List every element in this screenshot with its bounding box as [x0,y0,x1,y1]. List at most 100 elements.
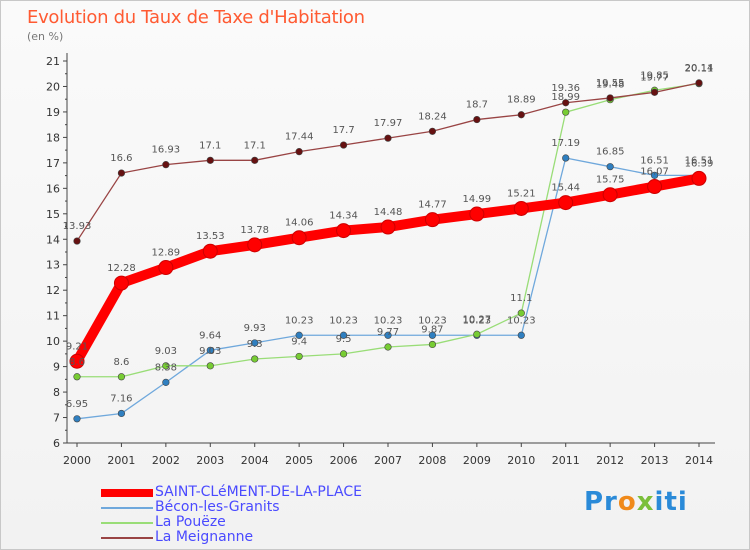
x-tick-label: 2011 [552,454,580,467]
x-tick-label: 2012 [596,454,624,467]
data-label: 10.23 [285,315,314,326]
data-label: 13.93 [63,221,92,232]
data-point [113,275,129,291]
legend-label: Bécon-les-Granits [155,499,280,515]
data-point [117,373,126,381]
data-label: 16.93 [152,145,181,156]
data-label: 13.53 [196,231,225,242]
x-tick-label: 2007 [374,454,402,467]
data-point [162,362,170,370]
data-point [162,161,170,169]
x-tick-label: 2014 [685,454,713,467]
x-tick-label: 2010 [507,454,535,467]
data-label: 19.77 [640,72,669,83]
data-label: 8.38 [155,362,177,373]
data-point [206,346,214,354]
data-point [69,353,85,369]
data-point [469,206,485,222]
data-label: 18.89 [507,95,536,106]
y-tick-label: 7 [53,412,60,425]
data-point [558,195,574,211]
y-tick-label: 18 [46,131,60,144]
data-label: 18.7 [466,100,488,111]
data-label: 11.1 [510,293,532,304]
data-point [117,409,126,418]
data-label: 9.93 [244,323,266,334]
legend-swatch [101,507,153,509]
x-tick-label: 2009 [463,454,491,467]
data-point [650,171,659,179]
data-point [73,237,81,245]
proxiti-logo: Proxiti [584,487,688,517]
data-point [384,331,392,339]
data-point [339,331,348,339]
legend-label: La Pouëze [155,514,226,530]
data-label: 13.78 [240,225,269,236]
data-point [650,88,659,96]
data-label: 12.89 [152,248,181,259]
data-label: 9.03 [199,346,221,357]
data-point [251,339,259,347]
data-point [206,156,214,164]
y-tick-label: 6 [53,437,60,450]
data-point [517,309,525,317]
data-point [513,200,529,216]
data-point [339,141,348,149]
y-tick-label: 11 [46,310,60,323]
data-label: 17.1 [244,140,266,151]
data-point [247,237,263,253]
data-point [251,156,259,164]
data-label: 14.99 [463,194,492,205]
x-tick-label: 2005 [285,454,313,467]
data-label: 7.16 [110,393,132,404]
data-label: 10.23 [418,315,447,326]
data-label: 15.75 [596,175,625,186]
data-point [606,94,614,102]
data-point [428,331,437,339]
data-label: 14.06 [285,218,314,229]
data-label: 10.23 [507,315,536,326]
data-point [295,331,303,339]
data-point [647,179,663,195]
chart-title: Evolution du Taux de Taxe d'Habitation [27,7,365,28]
data-label: 9.21 [66,341,88,352]
x-tick-label: 2006 [330,454,358,467]
data-labels: 9.21 12.28 12.89 13.53 13.78 14.06 14.34 14.48 1… [63,63,714,410]
x-tick-label: 2004 [241,454,269,467]
data-label: 8.6 [69,357,85,368]
data-point [691,170,707,186]
data-label: 9.4 [291,336,307,347]
data-point [562,108,570,116]
data-label: 9.77 [377,327,399,338]
y-tick-label: 15 [46,208,60,221]
data-point [251,355,259,363]
legend-label: La Meignanne [155,529,254,545]
data-label: 10.23 [374,315,403,326]
data-label: 6.95 [66,399,88,410]
data-point [517,331,525,339]
data-label: 18.24 [418,111,447,122]
data-label: 19.85 [640,70,669,81]
series-0 [69,170,707,369]
data-label: 10.23 [329,315,358,326]
y-tick-label: 16 [46,182,60,195]
data-label: 14.77 [418,200,447,211]
data-label: 14.34 [329,211,358,222]
data-label: 19.55 [596,78,625,89]
data-label: 10.23 [463,315,492,326]
chart-unit: (en %) [27,30,64,43]
y-tick-label: 14 [46,233,60,246]
data-point [158,260,174,276]
data-label: 16.51 [640,155,669,166]
x-tick-label: 2000 [63,454,91,467]
data-point [336,223,352,239]
data-point [295,148,303,156]
data-label: 17.97 [374,118,403,129]
data-label: 19.36 [551,83,580,94]
series-3 [73,79,703,245]
x-tick-label: 2013 [641,454,669,467]
data-label: 16.07 [640,167,669,178]
x-tick-label: 2001 [107,454,135,467]
data-label: 19.48 [596,80,625,91]
